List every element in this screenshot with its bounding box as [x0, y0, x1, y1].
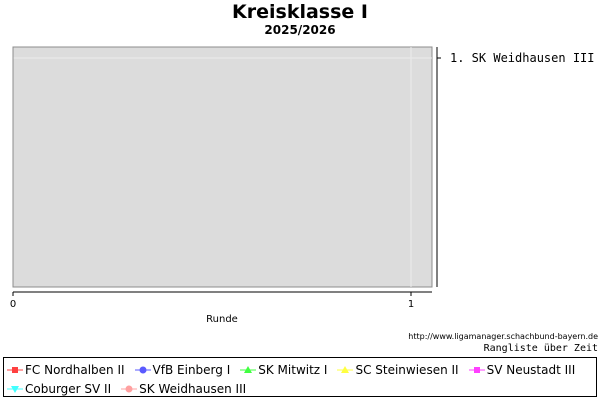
legend-label: VfB Einberg I: [152, 363, 231, 377]
legend-row: FC Nordhalben II VfB Einberg I SK Mitwitz …: [7, 359, 585, 377]
legend-label: SK Mitwitz I: [258, 363, 328, 377]
rank-label: 1. SK Weidhausen III: [450, 51, 595, 65]
legend-item: SV Neustadt III: [468, 361, 576, 379]
legend-label: SV Neustadt III: [486, 363, 576, 377]
legend-item: SK Mitwitz I: [240, 361, 327, 379]
plot-area: [12, 46, 433, 288]
legend-label: FC Nordhalben II: [25, 363, 125, 377]
legend-marker-icon: [7, 367, 23, 373]
legend-marker-icon: [121, 385, 138, 393]
legend-marker-icon: [468, 367, 485, 373]
legend: FC Nordhalben II VfB Einberg I SK Mitwitz …: [3, 357, 597, 397]
credit-url[interactable]: http://www.ligamanager.schachbund-bayern…: [408, 332, 598, 341]
legend-item: VfB Einberg I: [134, 361, 231, 379]
x-axis-label: Runde: [206, 314, 238, 325]
chart-title: Kreisklasse I: [232, 1, 368, 23]
credit-caption: Rangliste über Zeit: [483, 343, 598, 354]
legend-marker-icon: [240, 366, 257, 373]
rank-ticks: 1. SK Weidhausen III: [437, 51, 595, 65]
legend-label: SK Weidhausen III: [139, 382, 247, 396]
legend-label: Coburger SV II: [25, 382, 112, 396]
legend-marker-icon: [337, 366, 354, 373]
legend-marker-icon: [134, 366, 151, 374]
x-tick-label: 0: [10, 299, 16, 310]
legend-item: SC Steinwiesen II: [337, 361, 459, 379]
legend-label: SC Steinwiesen II: [355, 363, 459, 377]
x-tick-label: 1: [408, 299, 414, 310]
legend-marker-icon: [7, 386, 23, 393]
legend-item: FC Nordhalben II: [7, 361, 125, 379]
legend-item: Coburger SV II: [7, 380, 111, 398]
chart-subtitle: 2025/2026: [264, 23, 336, 37]
legend-row: Coburger SV II SK Weidhausen III: [7, 378, 256, 396]
legend-item: SK Weidhausen III: [121, 380, 246, 398]
